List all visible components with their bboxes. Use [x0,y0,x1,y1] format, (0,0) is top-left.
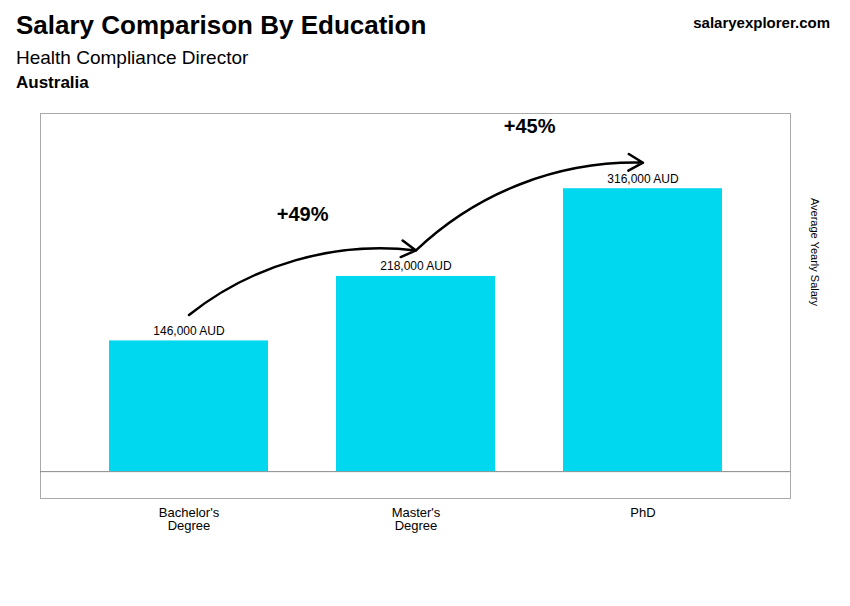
svg-text:+49%: +49% [277,203,329,225]
svg-text:PhD: PhD [630,505,655,520]
svg-text:Bachelor'sDegree: Bachelor'sDegree [159,505,220,533]
svg-text:Master'sDegree: Master'sDegree [392,505,441,533]
svg-text:316,000 AUD: 316,000 AUD [607,172,679,186]
svg-text:146,000 AUD: 146,000 AUD [153,324,225,338]
html-text:Australia: Australia [16,73,89,92]
html-text:salary explorer.com: salary explorer.com [693,14,830,31]
svg-text:218,000 AUD: 218,000 AUD [380,259,452,273]
html-text:Health Compliance Director: Health Compliance Director [16,47,249,68]
svg-text:+45%: +45% [504,115,556,137]
svg-text:Average Yearly Salary: Average Yearly Salary [809,198,821,307]
html-text:Salary Comparison By Education: Salary Comparison By Education [16,10,427,40]
